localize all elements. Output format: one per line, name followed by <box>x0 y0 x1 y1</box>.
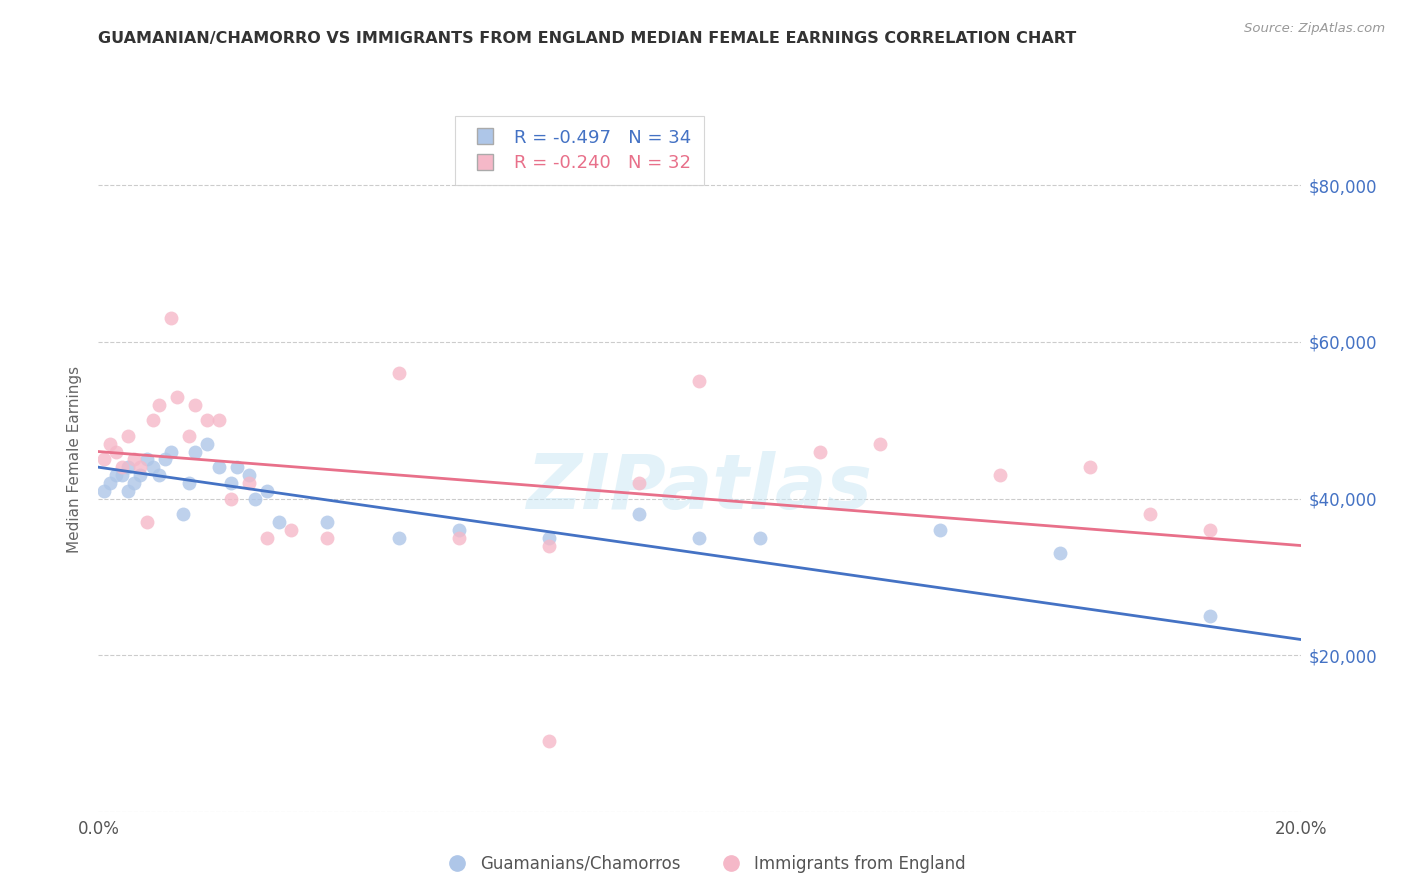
Point <box>689 531 711 545</box>
Y-axis label: Median Female Earnings: Median Female Earnings <box>67 366 83 553</box>
Point <box>100 436 122 450</box>
Point <box>129 460 152 475</box>
Point <box>177 429 200 443</box>
Point <box>124 452 146 467</box>
Point <box>117 483 139 498</box>
Point <box>153 452 176 467</box>
Point <box>177 475 200 490</box>
Point <box>111 468 134 483</box>
Point <box>148 468 170 483</box>
Point <box>159 444 181 458</box>
Point <box>315 531 337 545</box>
Point <box>628 475 651 490</box>
Point <box>148 398 170 412</box>
Point <box>195 436 218 450</box>
Point <box>447 531 470 545</box>
Point <box>225 460 247 475</box>
Text: ZIPatlas: ZIPatlas <box>526 450 873 524</box>
Point <box>117 429 139 443</box>
Point <box>219 475 242 490</box>
Point <box>748 531 770 545</box>
Point <box>869 436 891 450</box>
Point <box>195 413 218 427</box>
Point <box>105 468 128 483</box>
Point <box>808 444 831 458</box>
Text: GUAMANIAN/CHAMORRO VS IMMIGRANTS FROM ENGLAND MEDIAN FEMALE EARNINGS CORRELATION: GUAMANIAN/CHAMORRO VS IMMIGRANTS FROM EN… <box>98 31 1077 46</box>
Point <box>929 523 952 537</box>
Point <box>538 531 561 545</box>
Point <box>159 311 181 326</box>
Point <box>183 444 205 458</box>
Point <box>117 460 139 475</box>
Point <box>135 515 157 529</box>
Point <box>628 507 651 521</box>
Point <box>256 531 278 545</box>
Point <box>538 734 561 748</box>
Point <box>1199 523 1222 537</box>
Point <box>238 475 260 490</box>
Point <box>388 531 411 545</box>
Legend: R = -0.497   N = 34, R = -0.240   N = 32: R = -0.497 N = 34, R = -0.240 N = 32 <box>454 116 704 185</box>
Point <box>256 483 278 498</box>
Point <box>208 413 231 427</box>
Point <box>315 515 337 529</box>
Point <box>141 460 163 475</box>
Point <box>141 413 163 427</box>
Legend: Guamanians/Chamorros, Immigrants from England: Guamanians/Chamorros, Immigrants from En… <box>433 848 973 880</box>
Point <box>447 523 470 537</box>
Point <box>105 444 128 458</box>
Point <box>988 468 1011 483</box>
Point <box>100 475 122 490</box>
Point <box>166 390 188 404</box>
Point <box>243 491 266 506</box>
Point <box>93 483 115 498</box>
Point <box>124 475 146 490</box>
Point <box>388 366 411 380</box>
Point <box>1139 507 1161 521</box>
Point <box>538 539 561 553</box>
Point <box>280 523 302 537</box>
Point <box>689 374 711 388</box>
Point <box>111 460 134 475</box>
Point <box>172 507 194 521</box>
Point <box>129 468 152 483</box>
Point <box>183 398 205 412</box>
Point <box>1049 546 1071 560</box>
Point <box>238 468 260 483</box>
Text: Source: ZipAtlas.com: Source: ZipAtlas.com <box>1244 22 1385 36</box>
Point <box>267 515 290 529</box>
Point <box>1078 460 1101 475</box>
Point <box>93 452 115 467</box>
Point <box>208 460 231 475</box>
Point <box>1199 609 1222 624</box>
Point <box>135 452 157 467</box>
Point <box>219 491 242 506</box>
